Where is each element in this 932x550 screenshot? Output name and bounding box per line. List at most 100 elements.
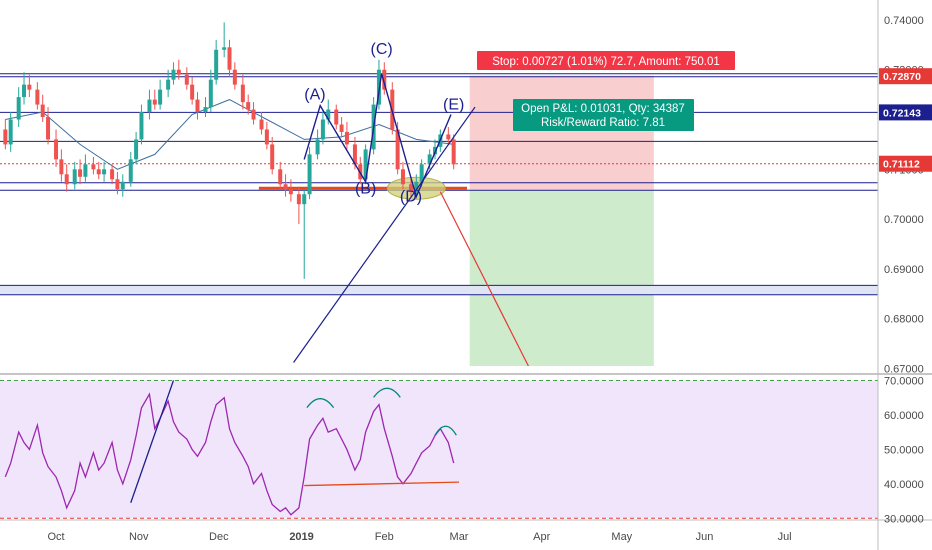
candle-body <box>27 84 32 90</box>
candle-body <box>54 139 59 160</box>
candle-body <box>102 169 107 175</box>
stop-zone <box>469 75 654 190</box>
price-tag-bg <box>879 155 932 172</box>
rsi-tick-label: 30.0000 <box>884 513 924 525</box>
candle-body <box>240 84 245 103</box>
candle-body <box>64 174 69 185</box>
candle-body <box>283 184 288 190</box>
candle-body <box>158 89 163 105</box>
rsi-panel <box>4 380 460 516</box>
candle-body <box>352 144 357 165</box>
candle-body <box>203 107 208 113</box>
candle-body <box>8 119 13 145</box>
y-tick-label: 0.67000 <box>884 364 924 376</box>
x-tick-label: Jun <box>696 531 714 543</box>
candle-body <box>40 104 45 118</box>
x-tick-label: Oct <box>47 531 64 543</box>
candle-body <box>16 97 21 120</box>
support-band <box>0 285 878 295</box>
rsi-arc-mark <box>306 398 335 409</box>
rsi-arc-mark <box>373 387 401 398</box>
candle-body <box>91 164 96 170</box>
candle-body <box>120 181 125 190</box>
candle-body <box>139 112 144 140</box>
x-tick-label: Feb <box>375 531 394 543</box>
candle-body <box>190 84 195 100</box>
candle-body <box>259 119 264 130</box>
candle-body <box>83 164 88 177</box>
candle-body <box>35 89 40 105</box>
price-tag-bg <box>879 68 932 85</box>
rsi-tick-label: 40.0000 <box>884 479 924 491</box>
candle-body <box>232 69 237 85</box>
price-tags: 0.72870 0.72143 0.71112 <box>879 68 932 172</box>
candle-body <box>208 79 213 108</box>
x-tick-label: Nov <box>129 531 149 543</box>
target-box-line-1: Open P&L: 0.01031, Qty: 34387 <box>521 103 685 115</box>
candle-body <box>344 131 349 145</box>
indicator-pane <box>0 379 878 519</box>
ma-line <box>5 99 454 170</box>
target-box <box>513 99 694 131</box>
projection-line <box>439 191 529 367</box>
price-tag: 0.72143 <box>883 107 921 119</box>
rsi-tick-label: 70.0000 <box>884 375 924 387</box>
candle-body <box>246 102 251 110</box>
time-axis-bg <box>0 520 932 550</box>
rsi-tick-label: 50.0000 <box>884 444 924 456</box>
candle-body <box>339 124 344 132</box>
candle-body <box>251 109 256 120</box>
moving-average <box>5 99 454 170</box>
rsi-tick-label: 60.0000 <box>884 410 924 422</box>
candle-body <box>115 179 120 190</box>
position-zones <box>469 75 654 367</box>
candle-body <box>270 144 275 170</box>
candle-body <box>96 169 101 175</box>
candle-body <box>152 99 157 105</box>
wave-label: (C) <box>371 41 393 58</box>
position-boxes: Stop: 0.00727 (1.01%) 72.7, Amount: 750.… <box>477 51 735 131</box>
candle-body <box>414 181 419 192</box>
price-tag-bg <box>879 104 932 121</box>
candle-body <box>166 79 171 90</box>
candle-body <box>408 184 413 192</box>
wave-label: (E) <box>443 97 464 114</box>
candle-body <box>451 139 456 165</box>
y-tick-label: 0.68000 <box>884 314 924 326</box>
candle-body <box>195 99 200 113</box>
x-tick-label: 2019 <box>289 531 313 543</box>
drawings: (A) (B) (C) (D) (E) <box>293 41 529 367</box>
candle-body <box>446 134 451 140</box>
wave-label: (D) <box>400 189 422 206</box>
candle-body <box>184 74 189 85</box>
wave-path <box>303 73 452 199</box>
candle-body <box>147 99 152 113</box>
wave-label: (A) <box>304 87 325 104</box>
candle-body <box>427 154 432 165</box>
x-tick-label: Apr <box>533 531 550 543</box>
candle-body <box>320 119 325 140</box>
candle-body <box>296 194 301 205</box>
lower-trend-line <box>293 106 476 363</box>
x-tick-label: Mar <box>450 531 469 543</box>
x-tick-label: May <box>611 531 632 543</box>
stop-box-text: Stop: 0.00727 (1.01%) 72.7, Amount: 750.… <box>492 56 720 68</box>
candle-body <box>302 194 307 205</box>
candle-body <box>400 169 405 185</box>
candle-body <box>315 139 320 155</box>
candle-body <box>326 109 331 120</box>
candle-body <box>128 159 133 182</box>
price-tag: 0.71112 <box>883 159 920 171</box>
candle-body <box>278 169 283 185</box>
candle-body <box>363 149 368 180</box>
candle-body <box>171 69 176 80</box>
target-zone <box>469 189 654 367</box>
x-tick-label: Dec <box>209 531 229 543</box>
candle-body <box>395 129 400 170</box>
x-tick-label: Jul <box>778 531 792 543</box>
rsi-support-line <box>304 481 460 487</box>
stop-box <box>477 51 735 70</box>
